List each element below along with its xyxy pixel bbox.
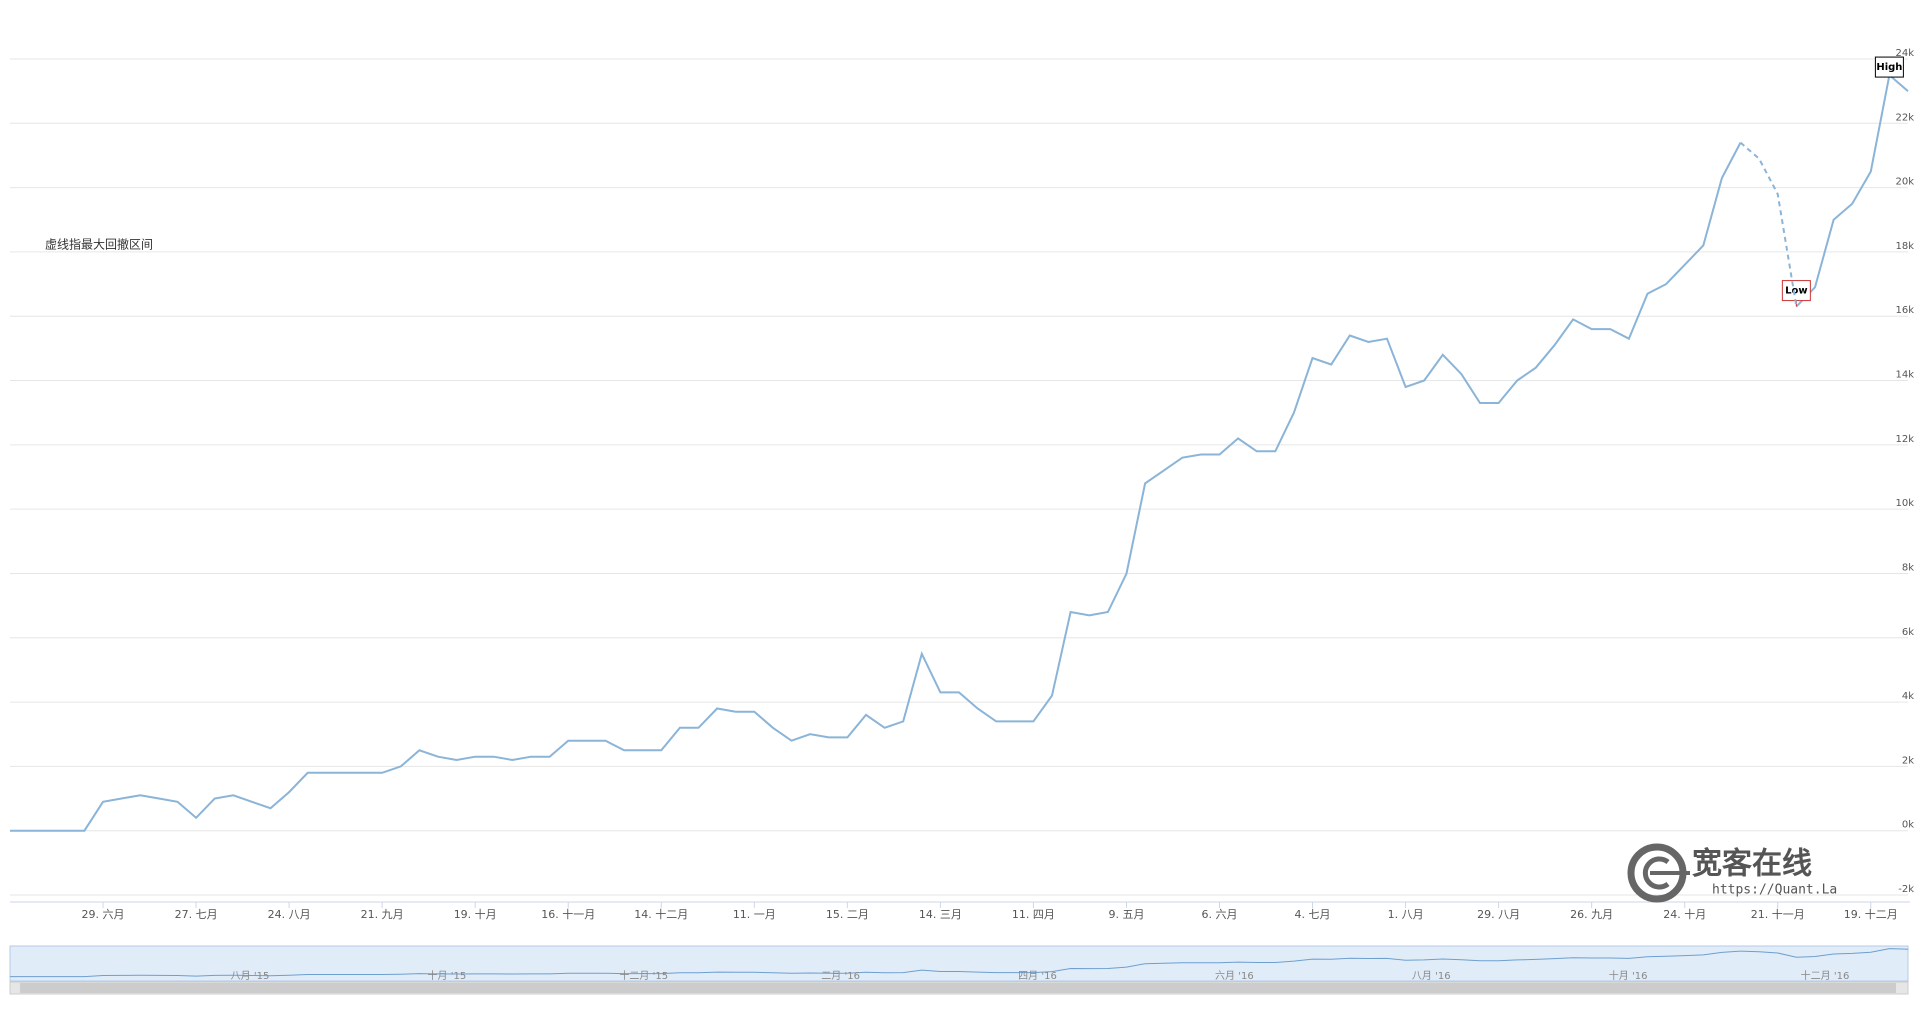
y-tick-label: 8k xyxy=(1902,562,1914,573)
y-tick-label: 10k xyxy=(1895,498,1914,509)
x-tick-label: 19. 十月 xyxy=(454,907,497,921)
watermark-title: 宽客在线 xyxy=(1692,847,1812,882)
y-tick-label: 16k xyxy=(1895,305,1914,316)
y-tick-label: 22k xyxy=(1895,112,1914,123)
x-tick-label: 16. 十一月 xyxy=(541,907,595,921)
x-tick-label: 11. 四月 xyxy=(1012,908,1055,921)
navigator-label: 六月 '16 xyxy=(1215,970,1254,982)
y-tick-label: 0k xyxy=(1902,820,1914,831)
scrollbar-thumb[interactable] xyxy=(20,983,1896,993)
flag-label: High xyxy=(1876,62,1902,73)
x-tick-label: 24. 八月 xyxy=(268,908,311,921)
x-tick-label: 27. 七月 xyxy=(175,908,218,921)
navigator-line xyxy=(1740,950,1797,958)
y-tick-label: 2k xyxy=(1902,755,1914,766)
navigator-label: 八月 '16 xyxy=(1412,970,1451,982)
x-tick-label: 15. 二月 xyxy=(826,908,869,921)
annotation: 虚线指最大回撤区间 xyxy=(45,237,153,252)
flag-label: Low xyxy=(1785,286,1807,297)
watermark: 宽客在线 https://Quant.La xyxy=(1627,843,1837,903)
y-tick-label: 4k xyxy=(1902,691,1914,702)
x-tick-label: 14. 十二月 xyxy=(634,907,688,921)
y-tick-label: 24k xyxy=(1895,48,1914,59)
navigator-label: 十二月 '15 xyxy=(619,969,668,982)
y-tick-label: 14k xyxy=(1895,370,1914,381)
x-tick-label: 19. 十二月 xyxy=(1844,907,1898,921)
y-tick-label: -2k xyxy=(1898,884,1914,895)
series-line xyxy=(1739,141,1798,307)
navigator-label: 十月 '15 xyxy=(428,969,467,982)
watermark-url: https://Quant.La xyxy=(1712,883,1837,898)
y-tick-label: 6k xyxy=(1902,627,1914,638)
x-tick-label: 6. 六月 xyxy=(1202,908,1238,921)
x-tick-label: 29. 六月 xyxy=(82,908,125,921)
navigator-line xyxy=(10,948,1909,978)
series-line xyxy=(10,73,1909,832)
navigator-label: 四月 '16 xyxy=(1018,970,1057,982)
y-tick-label: 12k xyxy=(1895,434,1914,445)
navigator-label: 八月 '15 xyxy=(231,970,270,982)
flag xyxy=(1874,56,1904,78)
x-tick-label: 1. 八月 xyxy=(1388,908,1424,921)
y-tick-label: 18k xyxy=(1895,241,1914,252)
x-tick-label: 29. 八月 xyxy=(1477,908,1520,921)
y-tick-label: 20k xyxy=(1895,177,1914,188)
x-tick-label: 21. 十一月 xyxy=(1751,907,1805,921)
x-tick-label: 14. 三月 xyxy=(919,908,962,921)
x-tick-label: 11. 一月 xyxy=(733,908,776,921)
x-tick-label: 9. 五月 xyxy=(1108,908,1144,921)
navigator[interactable] xyxy=(9,945,1909,982)
x-tick-label: 21. 九月 xyxy=(361,908,404,921)
navigator-label: 十二月 '16 xyxy=(1801,969,1850,982)
x-tick-label: 26. 九月 xyxy=(1570,908,1613,921)
x-tick-label: 24. 十月 xyxy=(1663,907,1706,921)
logo-c xyxy=(1642,856,1670,890)
x-tick-label: 4. 七月 xyxy=(1295,908,1331,921)
navigator-label: 十月 '16 xyxy=(1609,969,1648,982)
navigator-label: 二月 '16 xyxy=(821,970,860,982)
